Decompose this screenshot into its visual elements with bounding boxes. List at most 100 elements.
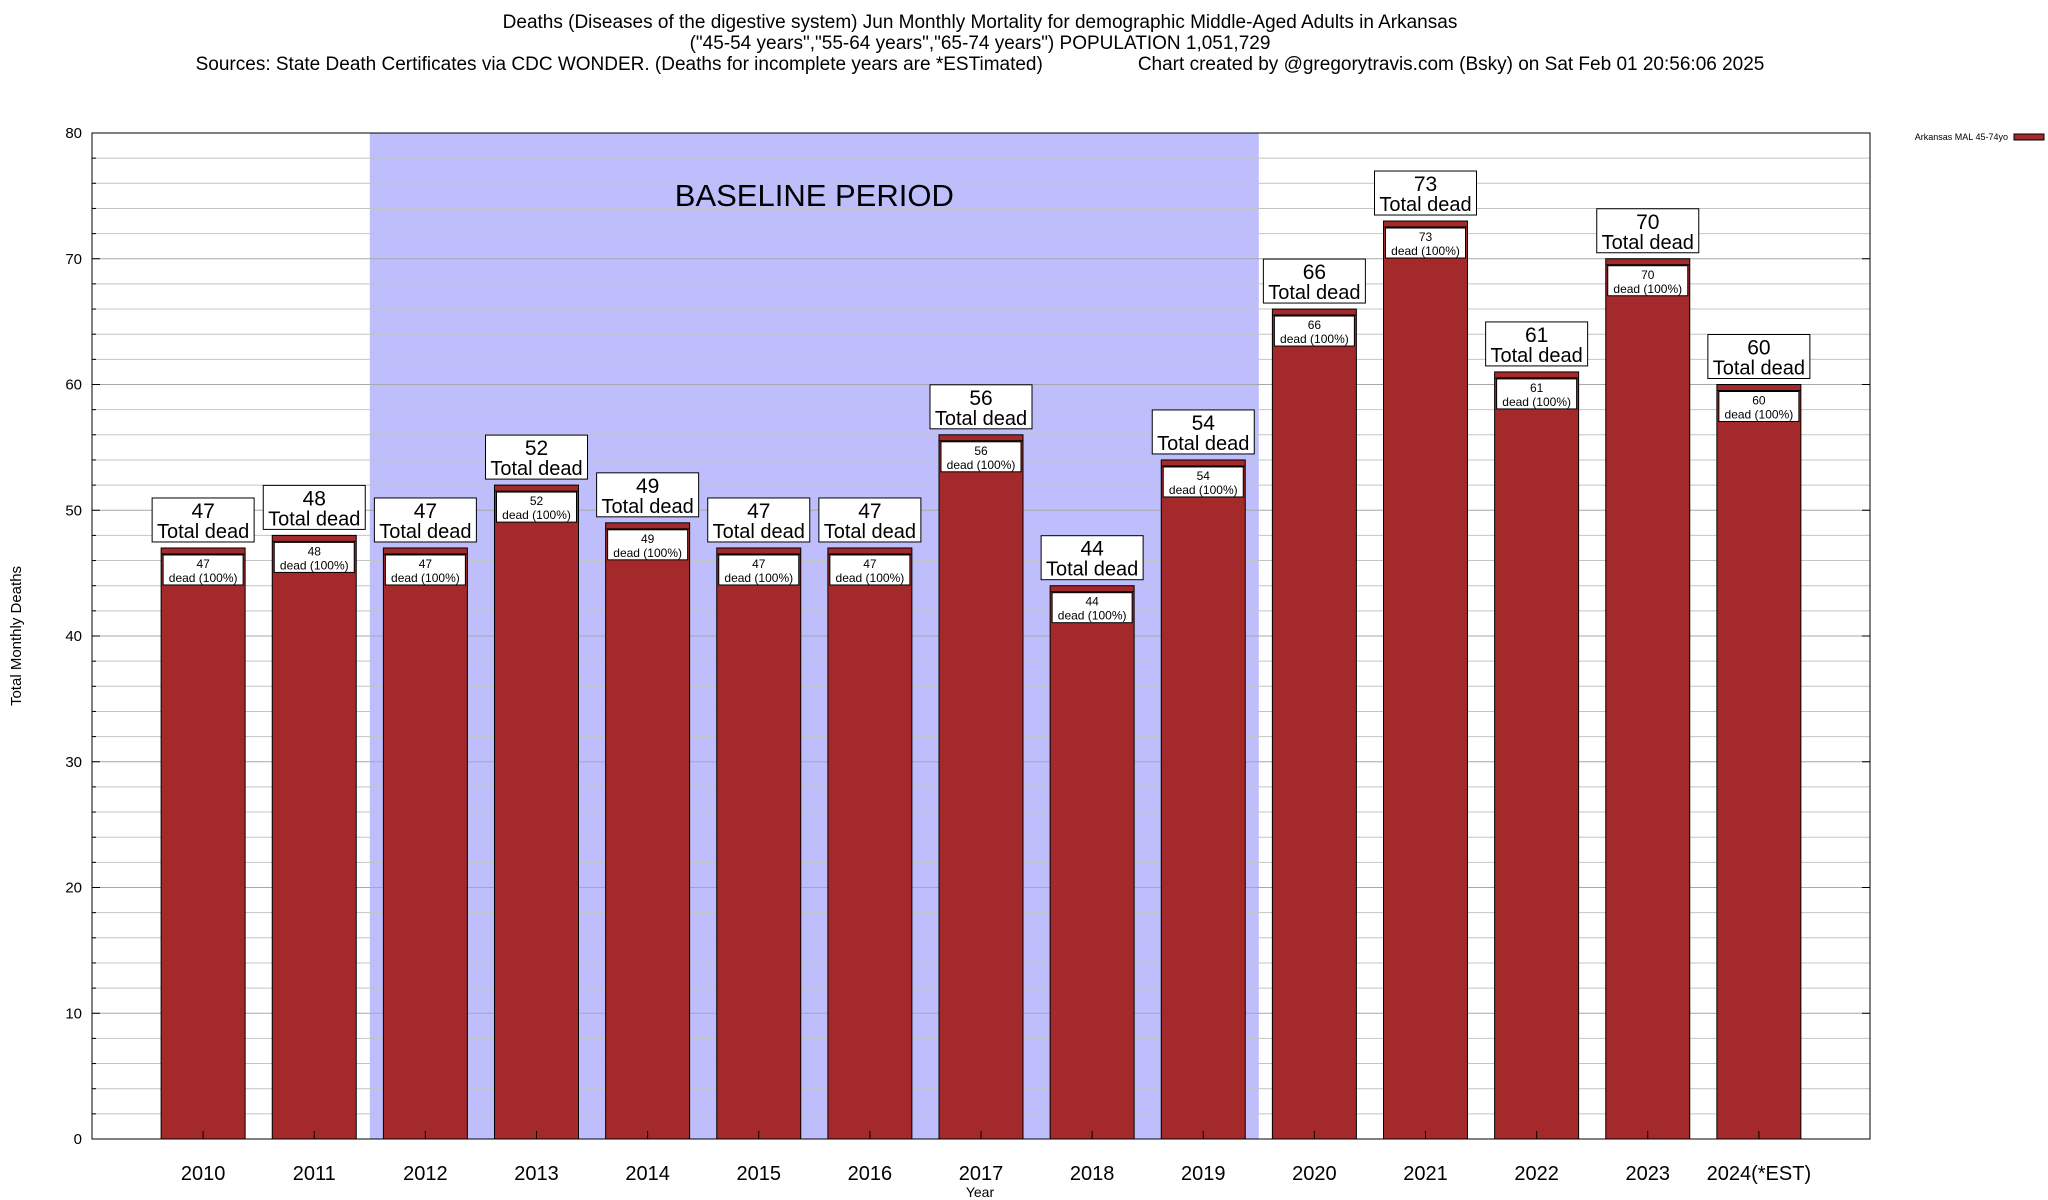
inner-value-label: 54 <box>1197 469 1211 483</box>
inner-label-box <box>1496 378 1578 410</box>
bar <box>938 434 1024 1140</box>
chart-subtitle: ("45-54 years","55-64 years","65-74 year… <box>689 33 1271 54</box>
top-value-label: 60 <box>1747 337 1770 360</box>
inner-value-label: 56 <box>974 444 988 458</box>
y-tick-label: 30 <box>65 754 82 771</box>
x-tick-label: 2021 <box>1403 1163 1448 1185</box>
top-text-label: Total dead <box>1379 194 1471 216</box>
inner-pct-label: dead (100%) <box>169 571 238 585</box>
y-tick-label: 0 <box>74 1131 82 1148</box>
x-tick-label: 2016 <box>848 1163 893 1185</box>
inner-pct-label: dead (100%) <box>836 571 905 585</box>
inner-pct-label: dead (100%) <box>1725 408 1794 422</box>
inner-label-box <box>1385 227 1466 259</box>
x-tick-label: 2019 <box>1181 1163 1226 1185</box>
top-label-box <box>1596 208 1700 254</box>
inner-pct-label: dead (100%) <box>1391 244 1460 258</box>
top-text-label: Total dead <box>490 458 582 480</box>
inner-label-box <box>829 554 911 586</box>
top-label-box <box>1374 170 1477 216</box>
top-text-label: Total dead <box>268 508 360 530</box>
inner-label-box <box>273 541 355 573</box>
y-tick-label: 80 <box>65 125 82 142</box>
y-tick-label: 10 <box>65 1005 82 1022</box>
top-value-label: 44 <box>1080 538 1104 561</box>
inner-pct-label: dead (100%) <box>613 546 682 560</box>
top-text-label: Total dead <box>379 521 471 543</box>
inner-pct-label: dead (100%) <box>947 458 1016 472</box>
top-label-box <box>1485 321 1589 367</box>
y-tick-label: 20 <box>65 880 82 897</box>
inner-value-label: 52 <box>530 494 544 508</box>
top-value-label: 70 <box>1636 211 1659 234</box>
x-axis-label: Year <box>966 1184 995 1200</box>
top-value-label: 61 <box>1525 324 1548 347</box>
top-label-box <box>373 497 477 543</box>
inner-value-label: 49 <box>641 532 655 546</box>
inner-label-box <box>1273 315 1355 347</box>
top-label-box <box>151 497 255 543</box>
top-value-label: 47 <box>414 500 437 523</box>
top-text-label: Total dead <box>1268 282 1360 304</box>
x-tick-label: 2012 <box>403 1163 448 1185</box>
top-text-label: Total dead <box>824 521 916 543</box>
top-label-box <box>485 434 588 480</box>
inner-pct-label: dead (100%) <box>280 558 349 572</box>
inner-value-label: 60 <box>1752 394 1766 408</box>
inner-value-label: 47 <box>419 557 433 571</box>
legend-label: Arkansas MAL 45-74yo <box>1915 132 2008 142</box>
bar <box>1716 384 1802 1140</box>
y-axis-label: Total Monthly Deaths <box>8 566 25 706</box>
x-tick-label: 2018 <box>1070 1163 1115 1185</box>
chart-source-line: Sources: State Death Certificates via CD… <box>0 54 1960 75</box>
top-text-label: Total dead <box>713 521 805 543</box>
legend-swatch <box>2013 133 2045 141</box>
bar <box>1160 459 1246 1140</box>
inner-value-label: 47 <box>863 557 877 571</box>
chart-title: Deaths (Diseases of the digestive system… <box>502 12 1458 33</box>
y-tick-label: 70 <box>65 251 82 268</box>
bar <box>382 547 468 1140</box>
top-value-label: 73 <box>1414 173 1437 196</box>
top-value-label: 56 <box>969 387 992 410</box>
top-text-label: Total dead <box>601 496 693 518</box>
bar <box>1049 585 1135 1140</box>
inner-pct-label: dead (100%) <box>724 571 793 585</box>
bar <box>1605 258 1691 1140</box>
inner-value-label: 44 <box>1085 595 1099 609</box>
inner-label-box <box>1162 466 1244 498</box>
top-value-label: 49 <box>636 475 659 498</box>
inner-value-label: 70 <box>1641 268 1655 282</box>
chart-sources: Sources: State Death Certificates via CD… <box>195 54 1043 75</box>
bar <box>1271 308 1357 1140</box>
x-tick-label: 2023 <box>1626 1163 1671 1185</box>
inner-pct-label: dead (100%) <box>1169 483 1238 497</box>
inner-label-box <box>496 491 577 523</box>
top-label-box <box>1151 409 1255 455</box>
x-tick-label: 2013 <box>514 1163 559 1185</box>
top-label-box <box>262 484 366 530</box>
bar <box>1494 371 1580 1140</box>
x-tick-label: 2017 <box>959 1163 1004 1185</box>
y-tick-label: 40 <box>65 628 82 645</box>
x-tick-label: 2024(*EST) <box>1707 1163 1812 1185</box>
top-text-label: Total dead <box>1157 433 1249 455</box>
bar <box>716 547 802 1140</box>
inner-label-box <box>1051 592 1133 624</box>
top-value-label: 66 <box>1303 261 1326 284</box>
x-tick-label: 2022 <box>1514 1163 1559 1185</box>
top-text-label: Total dead <box>1046 559 1138 581</box>
top-value-label: 47 <box>858 500 881 523</box>
inner-value-label: 73 <box>1419 230 1433 244</box>
top-label-box <box>596 472 700 518</box>
top-label-box <box>818 497 922 543</box>
bar <box>160 547 246 1140</box>
y-tick-label: 60 <box>65 377 82 394</box>
y-tick-label: 50 <box>65 502 82 519</box>
inner-pct-label: dead (100%) <box>391 571 460 585</box>
top-value-label: 52 <box>525 437 548 460</box>
inner-pct-label: dead (100%) <box>1613 282 1682 296</box>
inner-value-label: 47 <box>752 557 766 571</box>
inner-label-box <box>718 554 800 586</box>
